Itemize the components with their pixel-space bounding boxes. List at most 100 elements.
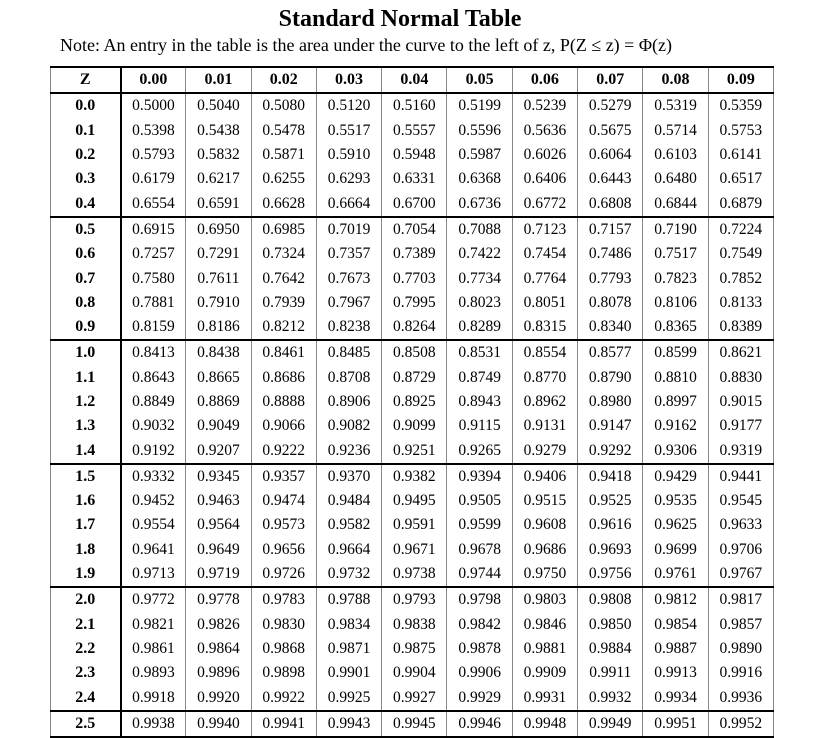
probability-cell: 0.9429 [642,462,709,490]
probability-cell: 0.9545 [707,489,775,514]
column-header: 0.04 [381,67,448,95]
probability-cell: 0.6808 [577,191,644,217]
probability-cell: 0.9525 [577,489,644,514]
probability-cell: 0.9864 [185,636,252,662]
probability-cell: 0.9927 [381,685,448,711]
probability-cell: 0.9599 [446,513,513,538]
probability-cell: 0.8770 [511,365,579,390]
table-row: 0.2 0.5793 0.5832 0.5871 0.5910 0.5948 0.5987 0… [50,142,775,168]
probability-cell: 0.5120 [315,93,383,119]
probability-cell: 0.5948 [381,142,448,168]
probability-cell: 0.9738 [381,561,448,588]
probability-cell: 0.9890 [707,636,775,662]
probability-cell: 0.7734 [446,266,513,291]
z-table: Z 0.00 0.01 0.02 0.03 0.04 0.05 0.06 0.07 0.08 0.… [50,66,775,738]
probability-cell: 0.9898 [250,661,317,686]
probability-cell: 0.9887 [642,636,709,662]
probability-cell: 0.8315 [511,314,579,341]
probability-cell: 0.8943 [446,389,513,415]
probability-cell: 0.7823 [642,266,709,291]
probability-cell: 0.8078 [577,290,644,315]
probability-cell: 0.9916 [707,661,775,686]
probability-cell: 0.7910 [185,290,252,315]
z-value-cell: 1.3 [50,414,122,439]
probability-cell: 0.9115 [446,414,513,439]
probability-cell: 0.9750 [511,561,579,588]
probability-cell: 0.9783 [250,586,317,613]
probability-cell: 0.9699 [642,537,709,562]
probability-cell: 0.6026 [511,142,579,168]
table-row: 0.1 0.5398 0.5438 0.5478 0.5517 0.5557 0.5596 0… [50,118,775,143]
table-row: 1.0 0.8413 0.8438 0.8461 0.8485 0.8508 0.8531 0… [50,339,775,366]
probability-cell: 0.8264 [381,314,448,341]
probability-cell: 0.9945 [381,709,448,738]
probability-cell: 0.6293 [315,167,383,192]
probability-cell: 0.5557 [381,118,448,143]
probability-cell: 0.9940 [185,709,252,738]
probability-cell: 0.9793 [381,586,448,613]
probability-cell: 0.6844 [642,191,709,217]
probability-cell: 0.7486 [577,242,644,267]
probability-cell: 0.5478 [250,118,317,143]
probability-cell: 0.7054 [381,215,448,243]
column-header: 0.06 [511,67,579,95]
column-header: 0.02 [250,67,317,95]
table-row: 1.7 0.9554 0.9564 0.9573 0.9582 0.9591 0.9599 0… [50,513,775,538]
table-row: 0.7 0.7580 0.7611 0.7642 0.7673 0.7703 0.7734 0… [50,266,775,291]
probability-cell: 0.8554 [511,339,579,366]
column-header: 0.01 [185,67,252,95]
probability-cell: 0.8708 [315,365,383,390]
probability-cell: 0.9932 [577,685,644,711]
probability-cell: 0.9846 [511,612,579,637]
probability-cell: 0.8888 [250,389,317,415]
probability-cell: 0.9719 [185,561,252,588]
probability-cell: 0.6141 [707,142,775,168]
probability-cell: 0.9633 [707,513,775,538]
probability-cell: 0.9772 [119,586,187,613]
probability-cell: 0.9147 [577,414,644,439]
table-row: 0.3 0.6179 0.6217 0.6255 0.6293 0.6331 0.6368 0… [50,167,775,192]
probability-cell: 0.9591 [381,513,448,538]
probability-cell: 0.9948 [511,709,579,738]
probability-cell: 0.9901 [315,661,383,686]
table-note: Note: An entry in the table is the area … [60,35,672,55]
page-title: Standard Normal Table [278,6,522,32]
probability-cell: 0.7389 [381,242,448,267]
probability-cell: 0.5596 [446,118,513,143]
probability-cell: 0.5832 [185,142,252,168]
probability-cell: 0.9861 [119,636,187,662]
probability-cell: 0.9896 [185,661,252,686]
probability-cell: 0.9515 [511,489,579,514]
probability-cell: 0.9857 [707,612,775,637]
probability-cell: 0.6443 [577,167,644,192]
probability-cell: 0.7357 [315,242,383,267]
z-column-header: Z [50,67,122,95]
probability-cell: 0.7642 [250,266,317,291]
column-header: 0.05 [446,67,513,95]
probability-cell: 0.9808 [577,586,644,613]
probability-cell: 0.7157 [577,215,644,243]
table-row: 0.4 0.6554 0.6591 0.6628 0.6664 0.6700 0.6736 0… [50,191,775,217]
column-header: 0.03 [315,67,383,95]
probability-cell: 0.6915 [119,215,187,243]
z-value-cell: 2.0 [50,586,122,613]
z-value-cell: 0.8 [50,290,122,315]
probability-cell: 0.8925 [381,389,448,415]
probability-cell: 0.8997 [642,389,709,415]
table-row: 1.3 0.9032 0.9049 0.9066 0.9082 0.9099 0.9115 0… [50,414,775,439]
probability-cell: 0.9625 [642,513,709,538]
probability-cell: 0.5239 [511,93,579,119]
probability-cell: 0.9911 [577,661,644,686]
probability-cell: 0.5080 [250,93,317,119]
probability-cell: 0.7190 [642,215,709,243]
probability-cell: 0.9951 [642,709,709,738]
z-value-cell: 1.1 [50,365,122,390]
z-value-cell: 1.8 [50,537,122,562]
probability-cell: 0.6406 [511,167,579,192]
probability-cell: 0.8621 [707,339,775,366]
probability-cell: 0.8906 [315,389,383,415]
probability-cell: 0.7793 [577,266,644,291]
probability-cell: 0.5359 [707,93,775,119]
probability-cell: 0.5636 [511,118,579,143]
probability-cell: 0.9946 [446,709,513,738]
